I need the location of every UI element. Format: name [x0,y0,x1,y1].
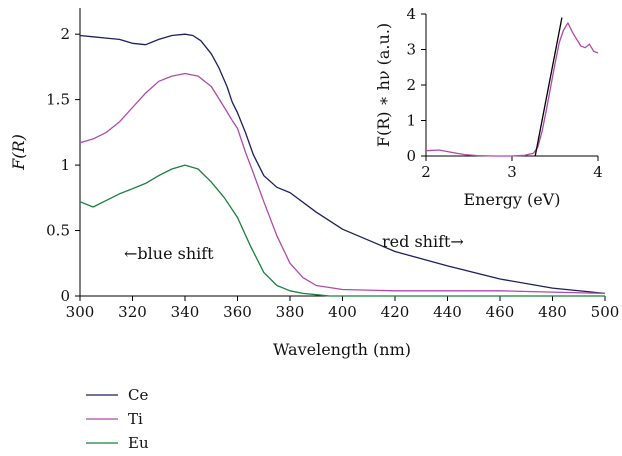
main-y-tick-label: 1 [60,156,70,174]
inset-series-line-1 [534,17,563,157]
main-x-tick-label: 500 [591,303,620,321]
blue-shift-annotation: ←blue shift [124,244,214,263]
inset-series-lines [425,17,599,157]
main-x-tick-label: 320 [118,303,147,321]
main-series-line-ce [79,33,606,295]
inset-x-ticks: 2 3 4 [421,156,603,181]
inset-x-tick-label: 3 [507,163,517,181]
legend-entry-ce: Ce [86,386,148,404]
legend-entry-eu: Eu [86,434,149,452]
main-x-tick-label: 420 [381,303,410,321]
inset-y-tick-label: 4 [406,5,416,23]
main-x-tick-label: 300 [66,303,95,321]
inset-x-tick-label: 2 [421,163,431,181]
main-x-tick-label: 480 [538,303,567,321]
inset-chart-axes [425,14,598,157]
main-x-tick-label: 380 [276,303,305,321]
legend-entry-ti: Ti [86,410,143,428]
inset-y-ticks: 0 1 2 3 4 [406,5,426,165]
main-y-ticks: 0 0.5 1 1.5 2 [46,25,80,305]
main-x-tick-label: 440 [433,303,462,321]
inset-x-axis-label: Energy (eV) [464,190,561,209]
red-shift-annotation: red shift→ [382,232,464,251]
main-x-axis-label: Wavelength (nm) [273,340,411,359]
main-y-tick-label: 0.5 [46,222,70,240]
main-x-tick-label: 360 [223,303,252,321]
main-y-tick-label: 2 [60,25,70,43]
inset-y-axis-label: F(R) ∗ hν (a.u.) [374,23,393,147]
main-series-line-eu [79,164,605,297]
main-series-line-ti [79,72,606,295]
inset-series-line-0 [425,22,599,157]
main-x-ticks: 300 320 340 360 380 400 420 440 460 480 500 [66,296,620,321]
main-y-tick-label: 1.5 [46,91,70,109]
inset-y-tick-label: 1 [406,112,416,130]
main-x-tick-label: 460 [486,303,515,321]
inset-x-tick-label: 4 [593,163,603,181]
inset-y-tick-label: 0 [406,147,416,165]
main-x-tick-label: 400 [328,303,357,321]
legend-label-eu: Eu [128,434,149,452]
inset-y-tick-label: 3 [406,41,416,59]
inset-y-tick-label: 2 [406,76,416,94]
main-x-tick-label: 340 [171,303,200,321]
main-y-tick-label: 0 [60,287,70,305]
legend: Ce Ti Eu [86,386,149,452]
legend-label-ce: Ce [128,386,148,404]
main-y-axis-label: F(R) [9,134,28,171]
main-series-lines [79,33,606,297]
legend-label-ti: Ti [128,410,143,428]
